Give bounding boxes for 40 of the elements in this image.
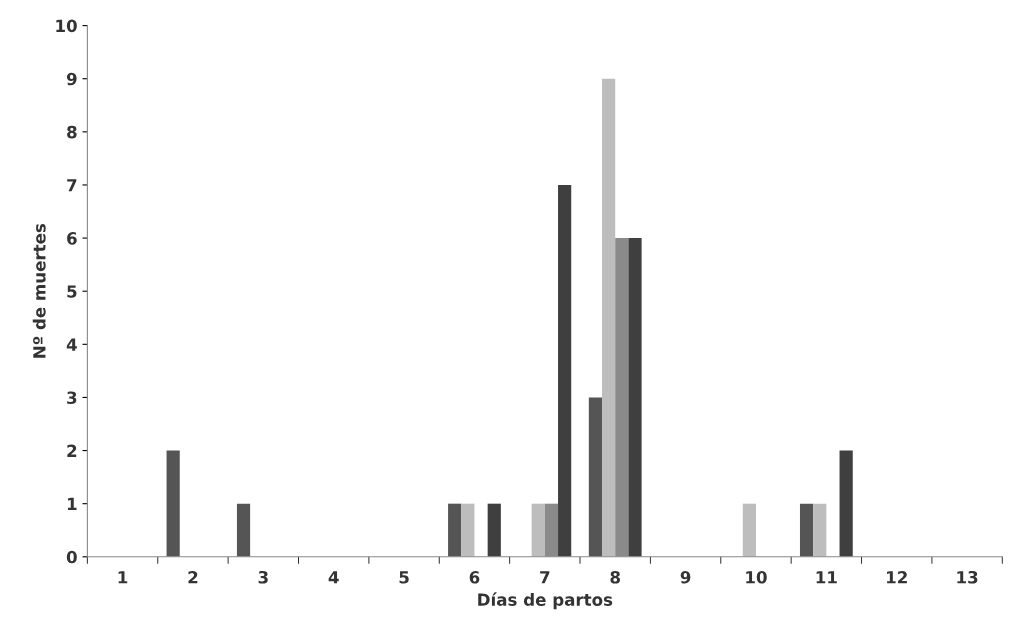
y-axis-title: Nº de muertes (32, 223, 46, 358)
bar (742, 503, 756, 557)
bar (166, 450, 180, 557)
bar (839, 450, 853, 557)
x-tick-label: 1 (118, 571, 128, 584)
bar (558, 184, 572, 557)
bar (448, 503, 462, 557)
y-tick-label: 9 (66, 72, 77, 86)
x-tick-label: 3 (258, 570, 268, 584)
y-tick-label: 2 (67, 444, 77, 457)
y-tick-label: 0 (66, 550, 77, 564)
x-tick-label: 12 (887, 570, 907, 584)
bar (588, 397, 603, 557)
bar (628, 238, 642, 557)
x-tick-label: 9 (680, 571, 691, 584)
y-tick-label: 3 (67, 391, 77, 405)
x-tick-label: 6 (469, 571, 480, 584)
y-tick-label: 7 (67, 179, 77, 192)
bar (236, 503, 251, 557)
x-tick-label: 10 (746, 570, 767, 584)
y-tick-label: 10 (56, 19, 77, 33)
x-tick-label: 8 (610, 570, 620, 584)
bar (487, 503, 501, 557)
bar (813, 503, 827, 557)
bar (799, 503, 814, 557)
x-tick-label: 2 (188, 570, 198, 584)
y-tick-label: 1 (67, 497, 77, 511)
x-tick-label: 13 (957, 570, 978, 584)
y-tick-label: 4 (66, 338, 77, 351)
bar (461, 503, 475, 557)
y-tick-label: 5 (67, 285, 77, 298)
bar (531, 503, 545, 557)
bar (602, 78, 616, 557)
y-tick-label: 6 (67, 232, 77, 245)
x-tick-label: 4 (328, 571, 339, 584)
x-tick-label: 5 (399, 571, 409, 584)
y-tick-label: 8 (67, 125, 77, 139)
x-tick-label: 11 (816, 571, 837, 584)
x-tick-label: 7 (540, 571, 550, 584)
x-axis-title: Días de partos (478, 592, 613, 610)
